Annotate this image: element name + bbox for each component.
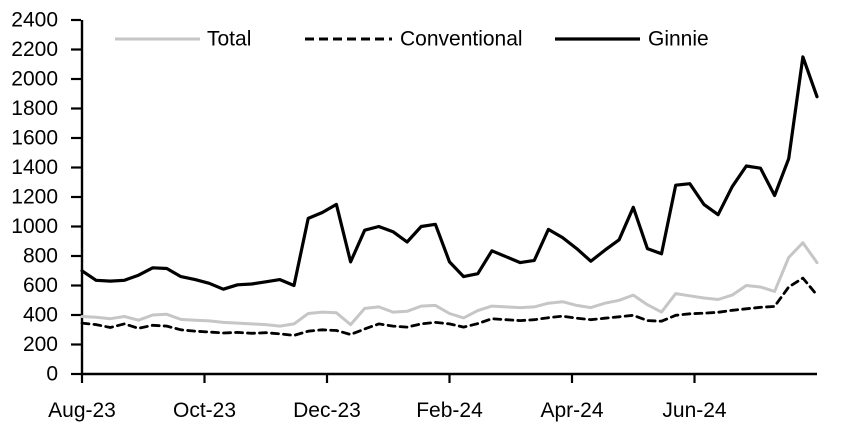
x-tick-label: Aug-23 — [48, 399, 116, 422]
x-tick-label: Apr-24 — [540, 399, 603, 422]
x-tick-label: Oct-23 — [173, 399, 236, 422]
y-tick-label: 1800 — [11, 97, 58, 120]
y-tick-label: 800 — [23, 245, 58, 268]
legend-label-ginnie: Ginnie — [648, 28, 709, 51]
series-lines — [80, 55, 819, 337]
x-tick-label: Feb-24 — [416, 399, 483, 422]
y-tick-label: 2400 — [11, 9, 58, 32]
series-line-total — [80, 241, 819, 328]
y-tick-label: 1200 — [11, 186, 58, 209]
y-tick-label: 1000 — [11, 215, 58, 238]
x-tick-label: Jun-24 — [662, 399, 727, 422]
y-tick-label: 0 — [46, 363, 58, 386]
y-tick-label: 2200 — [11, 38, 58, 61]
x-tick-label: Dec-23 — [293, 399, 361, 422]
y-tick-label: 600 — [23, 274, 58, 297]
y-tick-label: 1400 — [11, 156, 58, 179]
x-axis-ticks: Aug-23 Oct-23 Dec-23 Feb-24 Apr-24 Jun-24 — [48, 374, 727, 422]
y-tick-label: 400 — [23, 304, 58, 327]
series-line-ginnie — [80, 55, 819, 291]
legend: Total Conventional Ginnie — [115, 28, 709, 51]
y-tick-label: 2000 — [11, 68, 58, 91]
legend-label-total: Total — [207, 28, 251, 51]
y-axis-ticks: 0 200 400 600 800 1000 1200 1400 1600 1800 2000 220… — [11, 9, 81, 386]
y-tick-label: 1600 — [11, 127, 58, 150]
y-tick-label: 200 — [23, 333, 58, 356]
legend-label-conventional: Conventional — [400, 28, 523, 51]
series-line-conventional — [80, 276, 819, 337]
